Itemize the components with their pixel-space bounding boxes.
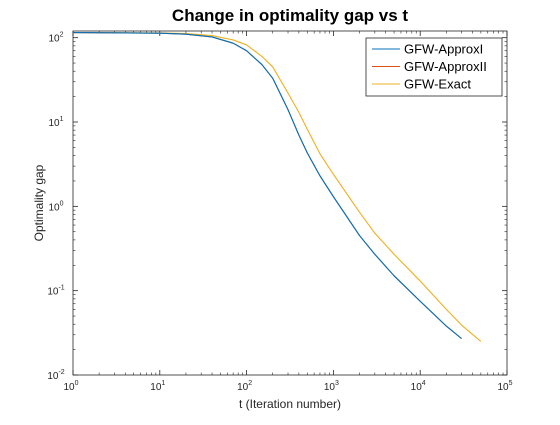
legend-label: GFW-ApproxI xyxy=(404,42,483,57)
series-line-gfw-exact xyxy=(72,32,482,342)
series-line-gfw-approxi xyxy=(72,32,462,340)
x-axis-label: t (Iteration number) xyxy=(239,397,341,411)
legend: GFW-ApproxI GFW-ApproxII GFW-Exact xyxy=(365,37,503,97)
y-axis-label: Optimality gap xyxy=(32,164,46,241)
series-lines xyxy=(72,32,482,342)
chart-title: Change in optimality gap vs t xyxy=(172,6,408,25)
legend-label: GFW-ApproxII xyxy=(404,59,487,74)
legend-label: GFW-Exact xyxy=(404,77,471,92)
